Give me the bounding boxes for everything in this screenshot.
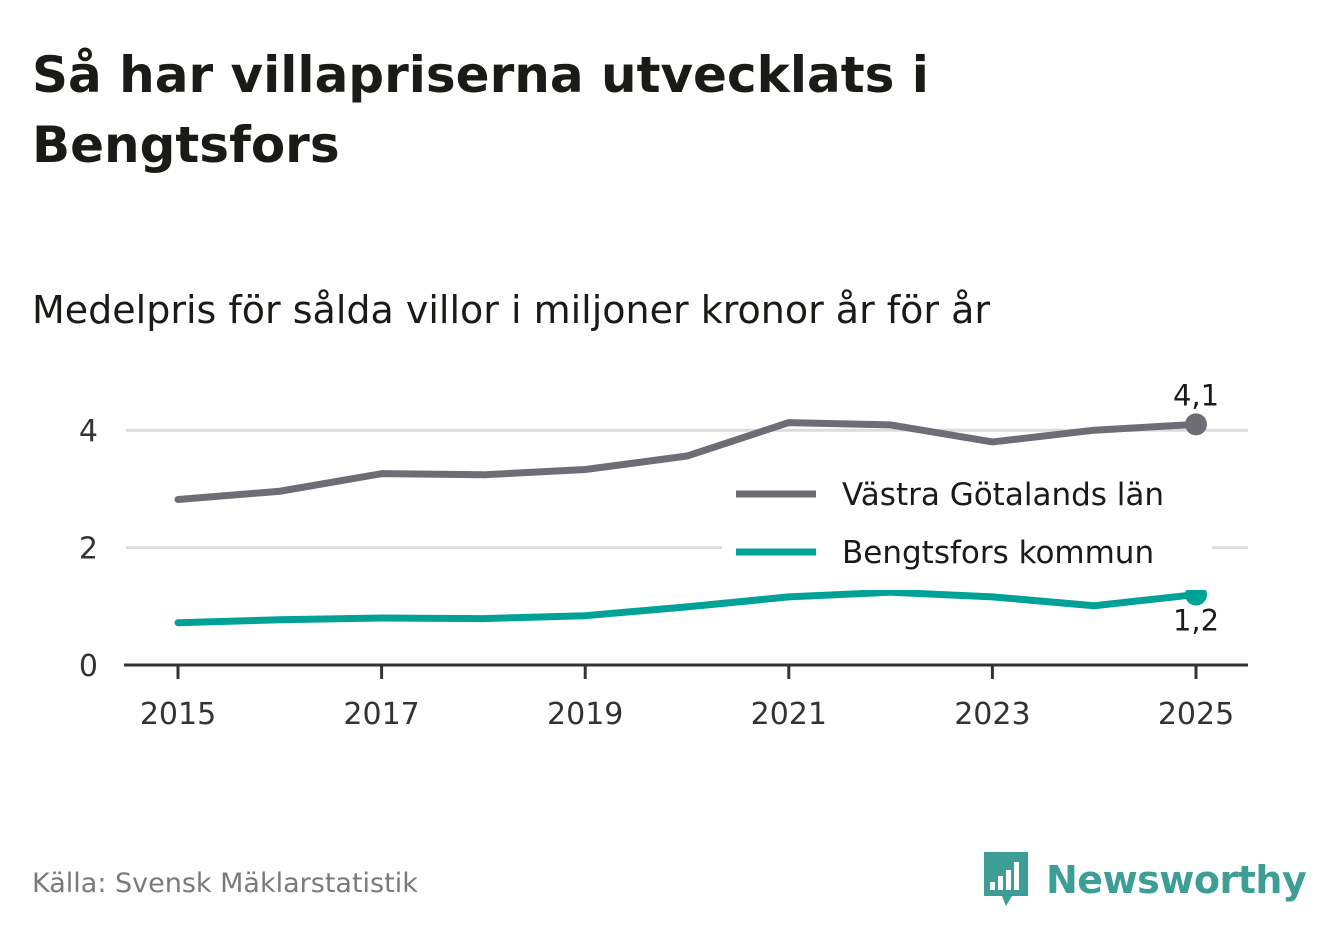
brand-logo[interactable]: Newsworthy — [982, 850, 1307, 910]
y-tick-label: 2 — [79, 532, 98, 567]
x-tick-label: 2023 — [954, 697, 1030, 732]
legend-background — [722, 470, 1212, 590]
source-note: Källa: Svensk Mäklarstatistik — [32, 868, 418, 899]
legend: Västra Götalands län Bengtsfors kommun — [722, 470, 1212, 590]
axis-layer: 0 2 4 2015 2017 2019 2021 2023 2025 — [79, 414, 1248, 732]
x-tick-label: 2017 — [343, 697, 419, 732]
chart-subtitle: Medelpris för sålda villor i miljoner kr… — [32, 288, 991, 332]
brand-name: Newsworthy — [1046, 858, 1307, 902]
x-tick-label: 2025 — [1158, 697, 1234, 732]
y-tick-label: 4 — [79, 414, 98, 449]
x-tick-label: 2021 — [751, 697, 827, 732]
y-tick-label: 0 — [79, 649, 98, 684]
x-tick-label: 2019 — [547, 697, 623, 732]
x-tick-label: 2015 — [140, 697, 216, 732]
end-value-label: 4,1 — [1173, 378, 1219, 412]
end-value-label: 1,2 — [1173, 604, 1219, 638]
legend-label: Bengtsfors kommun — [842, 535, 1154, 571]
series-line-1 — [174, 588, 1200, 627]
legend-label: Västra Götalands län — [842, 477, 1164, 513]
chart-title: Så har villapriserna utvecklats i Bengts… — [32, 46, 929, 174]
label-layer: 4,1 1,2 — [1173, 378, 1219, 637]
series-end-point-0 — [1185, 413, 1207, 436]
newsworthy-logo-icon — [984, 852, 1028, 906]
series-line-0 — [174, 419, 1200, 503]
